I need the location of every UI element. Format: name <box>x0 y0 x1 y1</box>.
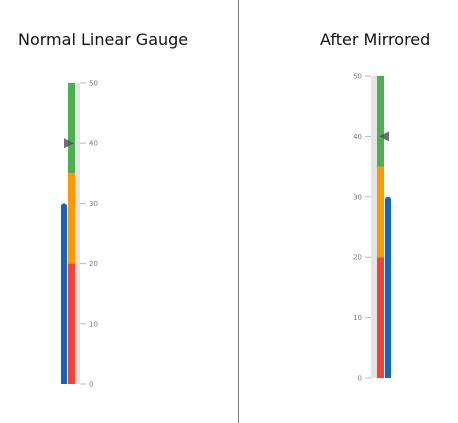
gauge-tick-label: 10 <box>353 314 362 322</box>
gauge-tick-label: 0 <box>358 375 362 383</box>
gauge-tick-label: 20 <box>353 254 362 262</box>
gauge-tick-label: 40 <box>353 133 362 141</box>
gauge-value-bar-base <box>385 201 391 378</box>
gauge-range-band <box>377 76 384 167</box>
gauge-tick-label: 50 <box>353 73 362 81</box>
gauge-range-band <box>377 257 384 378</box>
gauge-range-band <box>377 167 384 258</box>
gauge-tick-label: 30 <box>353 193 362 201</box>
